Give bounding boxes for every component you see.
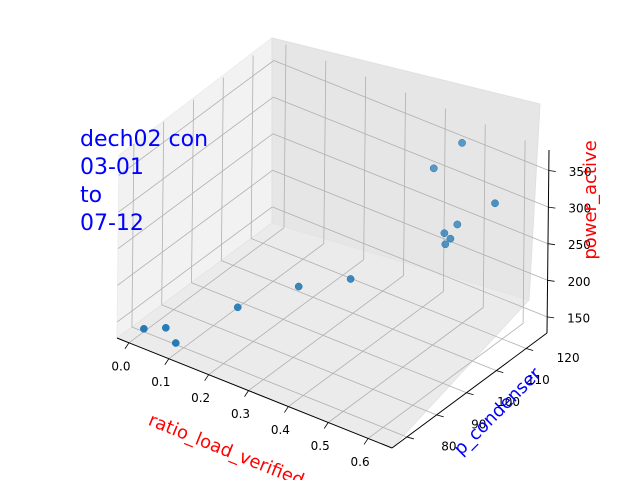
z-tick-mark [547,316,555,319]
scatter-point [140,324,148,333]
y-tick-mark [526,348,534,351]
y-tick-label: 120 [557,351,580,365]
data-points [140,139,499,347]
scatter-point [233,303,242,312]
grid-line-x [128,227,285,344]
x-tick-label: 0.4 [271,423,290,437]
z-tick-mark [548,170,556,172]
grid-line-y [191,99,194,283]
grid-line-z [116,206,273,323]
scatter-point [441,240,450,249]
grid-line-y [191,282,467,394]
grid-line-y [131,143,135,327]
grid-line-y [161,304,437,416]
grid-line-x [442,108,446,292]
x-axis-label: ratio_load_verified [145,410,307,480]
y-axis-line [391,332,548,449]
x-tick-label: 0.5 [311,439,330,453]
title-line: 03-01 [80,155,144,180]
grid-line-x [367,323,524,439]
scatter-point [161,323,170,332]
x-tick-label: 0.3 [231,407,250,421]
scatter-point [491,199,499,208]
grid-line-z [118,96,274,213]
grid-line-x [323,60,327,244]
x-tick-label: 0.1 [151,375,170,389]
scatter-point [171,339,180,347]
x-tick-label: 0.6 [351,455,370,469]
z-axis-line [546,149,550,334]
z-tick-label: 300 [568,202,591,216]
grid-line-x [248,275,404,391]
grid-line-y [161,121,165,305]
grid-line-z [272,133,549,245]
grid-line-x [283,44,287,228]
scatter-point [453,220,462,229]
title-line: dech02 con [80,127,209,152]
grid-line-z [117,169,273,286]
chart-title: dech02 con 03-01 to 07-12 [80,126,208,238]
z-tick-label: 350 [569,165,592,179]
scatter-point [440,229,449,238]
z-tick-mark [548,206,556,209]
z-tick-label: 250 [568,238,591,252]
x-tick-label: 0.2 [191,391,210,405]
grid-line-x [363,76,367,260]
z-axis-label: power_active [580,140,601,259]
y-tick-mark [466,392,474,396]
title-line: to [80,183,103,208]
title-line: 07-12 [80,211,144,236]
y-tick-label: 80 [441,439,456,453]
grid-line-x [288,291,444,407]
grid-line-z [273,60,549,171]
grid-lines [116,44,549,439]
scatter-point [429,164,438,173]
grid-line-x [327,307,484,423]
grid-line-x [482,124,486,308]
grid-line-x [522,140,526,324]
z-tick-mark [547,243,556,246]
scatter-point [294,282,303,291]
scatter-point [346,275,355,283]
y-axis-label: p_condenser [450,363,546,459]
grid-line-z [272,206,548,318]
scatter-point [458,139,466,147]
x-tick-label: 0.0 [111,359,130,373]
z-tick-label: 200 [568,275,591,289]
y-tick-label: 100 [497,395,520,409]
grid-line-x [403,92,406,276]
y-tick-label: 110 [527,373,550,387]
x-tick-mark [244,390,249,397]
y-tick-mark [436,414,444,418]
z-tick-label: 150 [567,311,590,325]
grid-line-z [272,169,548,281]
grid-line-y [250,55,254,239]
y-tick-mark [406,436,415,440]
grid-line-y [220,77,224,261]
z-tick-mark [547,279,555,282]
grid-line-z [273,96,549,208]
grid-line-y [221,260,497,371]
grid-line-x [168,243,325,360]
grid-line-x [208,259,364,375]
x-tick-mark [363,438,369,445]
x-tick-mark [204,374,209,381]
axes [116,149,556,449]
tick-labels: 0.0 0.1 0.2 0.3 0.4 0.5 0.6 80 90 100 110 120 150 200… [111,165,591,469]
x-tick-mark [124,342,130,350]
grid-line-z [118,60,275,176]
x-tick-mark [284,406,289,413]
grid-line-y [250,238,527,349]
x-axis-line [116,337,393,449]
x-tick-mark [164,358,170,365]
scatter-point [446,234,455,243]
y-tick-label: 90 [471,417,486,431]
y-tick-mark [496,370,504,373]
grid-line-z [117,133,274,250]
x-tick-mark [323,422,329,429]
